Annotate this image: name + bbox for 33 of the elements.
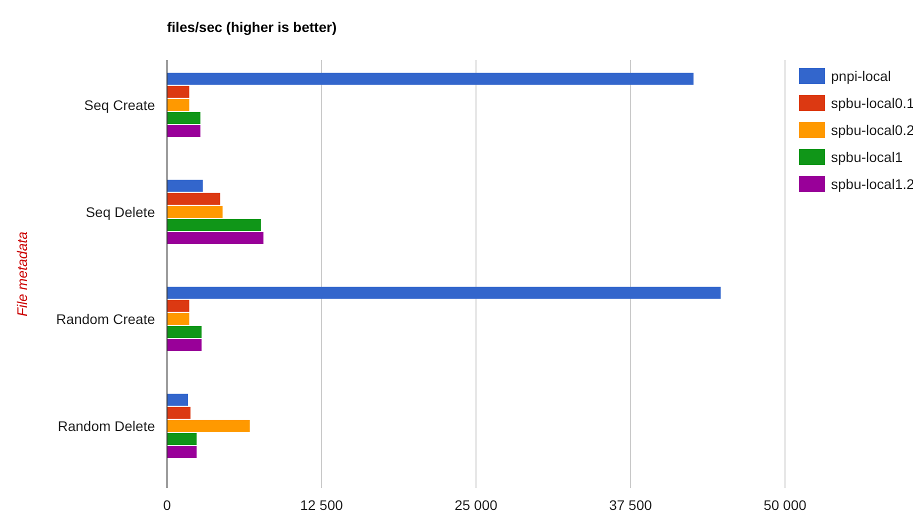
bar (167, 112, 200, 124)
bar (167, 420, 250, 432)
legend-label: pnpi-local (831, 68, 891, 84)
x-tick-label: 0 (163, 497, 172, 513)
legend-label: spbu-local1 (831, 148, 903, 165)
bar (167, 446, 197, 458)
x-tick-label: 25 000 (454, 497, 498, 513)
bar (167, 406, 190, 419)
bar (167, 72, 694, 85)
bar (167, 339, 202, 352)
y-tick-label: Random Delete (58, 418, 156, 434)
y-tick-label: Seq Delete (86, 204, 156, 220)
bar (167, 125, 200, 138)
bar (167, 326, 202, 338)
bar (167, 232, 264, 244)
bar (167, 312, 190, 325)
y-tick-label: Random Create (56, 310, 156, 327)
bar (167, 394, 188, 406)
bar (167, 218, 261, 231)
bar (167, 206, 223, 218)
x-tick-label: 12 500 (300, 497, 344, 513)
bar (167, 286, 721, 299)
bar (167, 192, 220, 205)
x-tick-label: 50 000 (764, 497, 807, 513)
y-tick-label: Seq Create (84, 96, 156, 113)
chart-title: files/sec (higher is better) (167, 19, 337, 35)
y-axis-title: File metadata (14, 231, 30, 316)
bar (167, 432, 197, 445)
bar (167, 98, 190, 111)
bar (167, 300, 190, 312)
bar (167, 180, 203, 192)
bar (167, 86, 190, 98)
x-tick-label: 37 500 (609, 497, 652, 513)
